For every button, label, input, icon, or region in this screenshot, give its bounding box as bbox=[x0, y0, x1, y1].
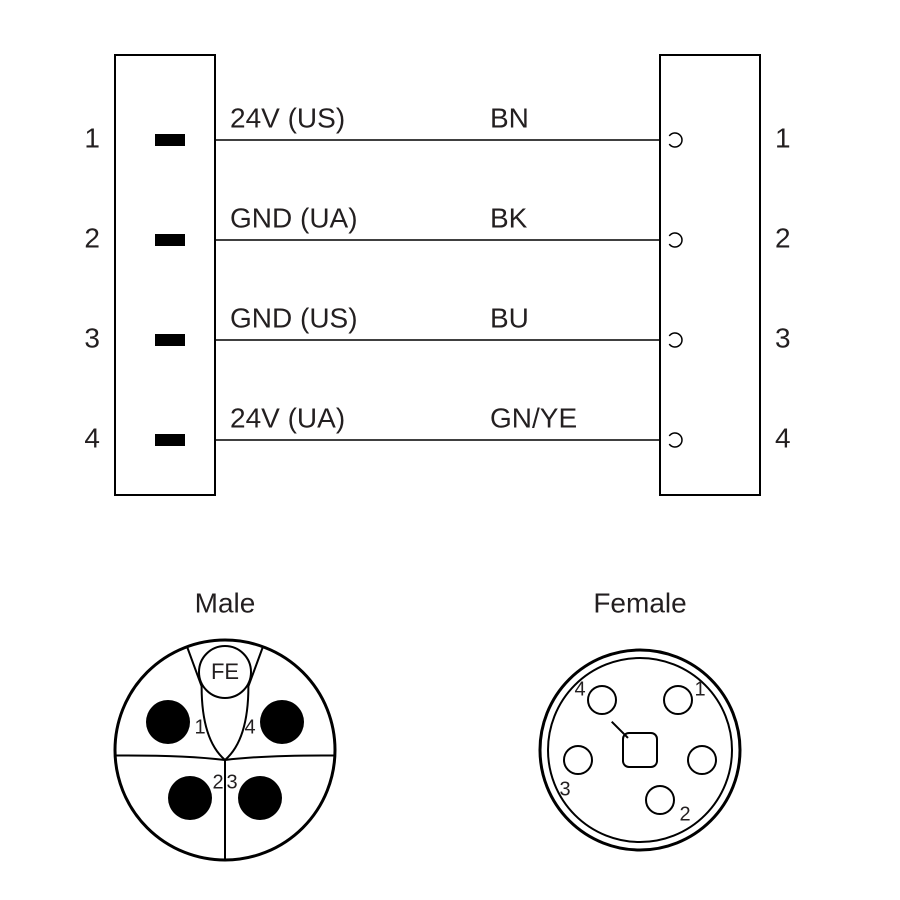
male-pin-label-4: 4 bbox=[244, 716, 255, 738]
female-pin-4 bbox=[588, 686, 616, 714]
left-terminal-1 bbox=[155, 134, 185, 146]
left-pin-label-1: 1 bbox=[84, 122, 100, 153]
male-pin-label-3: 3 bbox=[226, 771, 237, 793]
right-pin-label-3: 3 bbox=[775, 322, 791, 353]
color-code-1: BN bbox=[490, 102, 529, 133]
left-pin-label-2: 2 bbox=[84, 222, 100, 253]
male-pin-label-1: 1 bbox=[194, 716, 205, 738]
female-connector-outer bbox=[540, 650, 740, 850]
color-code-2: BK bbox=[490, 202, 528, 233]
right-terminal-2 bbox=[669, 233, 682, 247]
left-pin-label-3: 3 bbox=[84, 322, 100, 353]
male-pin-label-2: 2 bbox=[212, 771, 223, 793]
female-label: Female bbox=[593, 587, 686, 618]
wiring-diagram: 1124V (US)BN22GND (UA)BK33GND (US)BU4424… bbox=[0, 0, 900, 900]
left-pin-label-4: 4 bbox=[84, 422, 100, 453]
female-pin-label-3: 3 bbox=[559, 778, 570, 800]
male-pin-3 bbox=[238, 776, 282, 820]
male-divider-arm-left bbox=[115, 755, 225, 760]
left-connector-box bbox=[115, 55, 215, 495]
male-label: Male bbox=[195, 587, 256, 618]
right-terminal-4 bbox=[669, 433, 682, 447]
male-pin-2 bbox=[168, 776, 212, 820]
right-pin-label-4: 4 bbox=[775, 422, 791, 453]
fe-label: FE bbox=[211, 659, 239, 684]
signal-label-1: 24V (US) bbox=[230, 102, 345, 133]
male-pin-1 bbox=[146, 700, 190, 744]
color-code-4: GN/YE bbox=[490, 402, 577, 433]
female-pin-1 bbox=[664, 686, 692, 714]
left-terminal-4 bbox=[155, 434, 185, 446]
signal-label-3: GND (US) bbox=[230, 302, 358, 333]
right-pin-label-2: 2 bbox=[775, 222, 791, 253]
right-pin-label-1: 1 bbox=[775, 122, 791, 153]
female-key-notch bbox=[612, 722, 628, 738]
right-connector-box bbox=[660, 55, 760, 495]
male-divider-arm-right bbox=[225, 755, 335, 760]
female-pin-3 bbox=[564, 746, 592, 774]
female-pin-label-1: 1 bbox=[694, 678, 705, 700]
female-pin-2 bbox=[646, 786, 674, 814]
right-terminal-1 bbox=[669, 133, 682, 147]
left-terminal-2 bbox=[155, 234, 185, 246]
female-pin-extra bbox=[688, 746, 716, 774]
right-terminal-3 bbox=[669, 333, 682, 347]
female-pin-label-2: 2 bbox=[679, 803, 690, 825]
signal-label-4: 24V (UA) bbox=[230, 402, 345, 433]
male-pin-4 bbox=[260, 700, 304, 744]
signal-label-2: GND (UA) bbox=[230, 202, 358, 233]
female-pin-label-4: 4 bbox=[574, 678, 585, 700]
left-terminal-3 bbox=[155, 334, 185, 346]
color-code-3: BU bbox=[490, 302, 529, 333]
female-center-key bbox=[623, 733, 657, 767]
